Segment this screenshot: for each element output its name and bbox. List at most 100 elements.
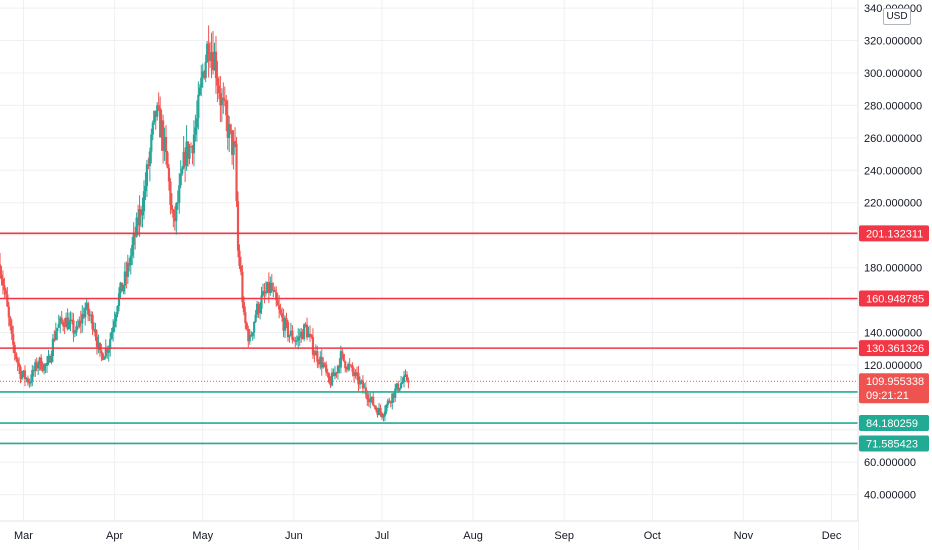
candle-body (79, 320, 82, 324)
candle-body (72, 320, 75, 334)
candle-body (401, 382, 404, 384)
candle-body (323, 363, 326, 365)
candle-body (377, 408, 381, 416)
price-axis[interactable]: 40.000000 60.000000 120.000000 140.000000 18… (857, 0, 932, 550)
candle-body (153, 110, 156, 123)
candle-body (373, 405, 376, 408)
candle-body (144, 185, 147, 192)
candle-body (166, 152, 169, 168)
candle-body (391, 393, 394, 403)
candle-body (313, 354, 316, 356)
candle-body (4, 290, 7, 295)
candle-body (248, 334, 251, 342)
time-tick-label: May (192, 530, 213, 542)
time-axis[interactable]: Mar Apr May Jun Jul Aug Sep Oct Nov Dec (0, 520, 858, 550)
candle-body (358, 380, 362, 385)
candle-body (379, 408, 382, 413)
candle-body (402, 375, 406, 383)
candle-body (320, 356, 323, 368)
candle-body (386, 400, 389, 405)
candle-body (45, 363, 49, 366)
candle-body (88, 314, 91, 316)
candle-body (40, 357, 43, 370)
candle-body (9, 317, 12, 326)
candle-body (75, 326, 78, 333)
time-tick-label: Aug (463, 530, 483, 542)
candle-body (310, 334, 313, 337)
candle-body (29, 381, 32, 384)
candle-body (95, 336, 99, 348)
candle-body (232, 141, 235, 155)
candle-body (275, 291, 278, 301)
candle-body (241, 271, 244, 303)
candle-body (292, 339, 295, 341)
candle-body (186, 141, 190, 159)
candle-body (54, 331, 57, 340)
price-level-label: 201.132311 (866, 228, 923, 240)
currency-badge[interactable]: USD (883, 8, 911, 25)
candle-body (117, 293, 121, 307)
candle-body (389, 402, 392, 404)
candle-body (264, 292, 268, 294)
candle-body (15, 353, 18, 360)
candle-body (361, 380, 364, 389)
candle-body (41, 369, 44, 371)
candle-body (42, 364, 46, 371)
candle-body (164, 136, 168, 153)
candle-body (301, 331, 304, 340)
horizontal-levels (0, 232, 858, 445)
candle-body (250, 334, 253, 337)
price-tick-label: 280.000000 (864, 100, 922, 112)
candle-body (327, 373, 331, 383)
candle-body (17, 363, 21, 367)
price-tick-label: 300.000000 (864, 68, 922, 80)
candle-body (223, 99, 226, 101)
candle-body (344, 361, 347, 369)
candle-body (392, 393, 395, 398)
candle-body (151, 122, 154, 135)
candle-body (370, 396, 373, 399)
candle-body (404, 374, 407, 376)
candle-body (6, 294, 9, 307)
candle-body (303, 324, 306, 340)
candle-body (35, 362, 38, 369)
candle-body (101, 353, 104, 360)
candle-body (399, 383, 403, 389)
candle-body (160, 120, 163, 138)
candle-body (350, 365, 353, 367)
candle-body (81, 314, 84, 324)
candle-body (322, 363, 325, 368)
candle-body (103, 356, 106, 360)
candle-body (348, 364, 351, 366)
candle-body (138, 209, 141, 226)
candle-body (273, 289, 276, 292)
candle-body (53, 338, 56, 340)
candle-body (192, 134, 196, 154)
candle-body (214, 51, 218, 79)
candle-body (300, 331, 303, 337)
candle-body (132, 233, 135, 246)
candle-body (20, 374, 24, 379)
candle-body (210, 52, 213, 62)
candle-body (216, 78, 219, 86)
candle-body (369, 398, 372, 403)
candle-body (170, 204, 173, 210)
candle-body (172, 209, 175, 218)
candle-body (94, 329, 97, 337)
candle-body (267, 282, 270, 293)
candle-body (314, 351, 317, 356)
candle-body (338, 365, 341, 368)
candle-body (280, 313, 284, 318)
candle-body (66, 317, 69, 330)
candle-body (308, 333, 312, 335)
candle-body (220, 97, 223, 106)
candle-body (360, 380, 363, 382)
candle-body (380, 412, 384, 418)
candle-body (0, 264, 2, 275)
candle-body (69, 319, 72, 322)
candle-body (351, 365, 354, 372)
candle-body (56, 327, 59, 332)
time-tick-label: Mar (14, 530, 33, 542)
candle-body (116, 306, 119, 315)
